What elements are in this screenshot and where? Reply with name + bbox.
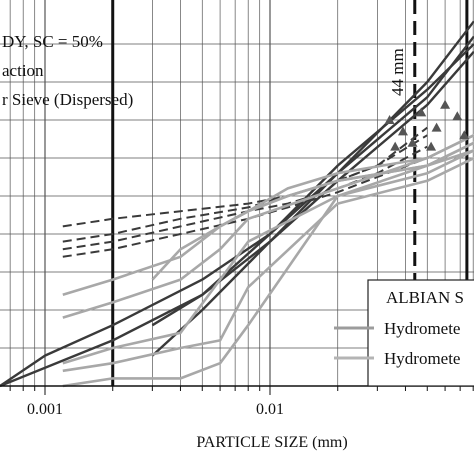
- x-tick-labels: 0.001 0.01: [27, 401, 284, 418]
- series-line-13: [62, 134, 474, 297]
- data-markers: [384, 99, 470, 151]
- legend: ALBIAN S Hydromete Hydromete: [334, 279, 474, 387]
- series-line-14: [151, 141, 474, 281]
- annotation-line-2: action: [2, 61, 44, 80]
- triangle-marker-9: [407, 137, 418, 147]
- triangle-marker-3: [416, 107, 427, 117]
- legend-entry-2: Hydromete: [384, 349, 460, 368]
- triangle-marker-2: [397, 126, 408, 136]
- legend-entry-1: Hydromete: [384, 319, 460, 338]
- triangle-marker-7: [459, 130, 470, 140]
- series-line-11: [62, 141, 474, 365]
- series-line-10: [62, 156, 474, 373]
- series-line-7: [62, 145, 428, 251]
- annotation-block: DY, SC = 50% action r Sieve (Dispersed): [2, 32, 133, 109]
- x-tick-label-1: 0.001: [27, 401, 63, 418]
- series-line-8: [62, 157, 428, 258]
- annotation-line-3: r Sieve (Dispersed): [2, 90, 133, 109]
- triangle-marker-6: [452, 111, 463, 121]
- triangle-marker-4: [431, 122, 442, 132]
- reference-line-label: 44 mm: [388, 48, 407, 96]
- x-axis-title: PARTICLE SIZE (mm): [196, 434, 347, 451]
- series-line-3: [151, 20, 474, 357]
- annotation-line-1: DY, SC = 50%: [2, 32, 103, 51]
- series-line-12: [62, 134, 474, 319]
- series-line-6: [62, 134, 428, 243]
- plot-frame: [0, 385, 474, 395]
- triangle-marker-10: [426, 141, 437, 151]
- series-line-9: [62, 149, 474, 388]
- data-series: [0, 20, 474, 388]
- legend-box: [367, 279, 474, 387]
- triangle-marker-8: [390, 141, 401, 151]
- triangle-marker-5: [440, 99, 451, 109]
- x-tick-label-2: 0.01: [256, 401, 284, 418]
- triangle-marker-1: [384, 115, 395, 124]
- series-line-15: [219, 149, 474, 228]
- legend-title: ALBIAN S: [386, 288, 464, 307]
